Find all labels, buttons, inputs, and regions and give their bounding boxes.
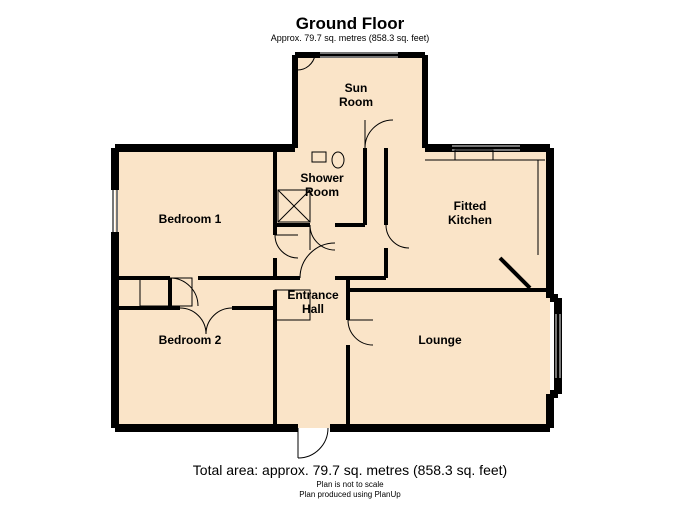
label-bedroom-2: Bedroom 2 bbox=[130, 334, 250, 348]
label-fitted-kitchen: FittedKitchen bbox=[420, 200, 520, 228]
floor-plan bbox=[0, 0, 700, 509]
label-bedroom-1: Bedroom 1 bbox=[130, 213, 250, 227]
disclaimer-1: Plan is not to scale bbox=[0, 480, 700, 489]
total-area: Total area: approx. 79.7 sq. metres (858… bbox=[0, 462, 700, 478]
label-lounge: Lounge bbox=[390, 334, 490, 348]
label-sun-room: SunRoom bbox=[306, 82, 406, 110]
label-shower-room: ShowerRoom bbox=[282, 172, 362, 200]
label-entrance-hall: EntranceHall bbox=[268, 289, 358, 317]
disclaimer-2: Plan produced using PlanUp bbox=[0, 490, 700, 499]
